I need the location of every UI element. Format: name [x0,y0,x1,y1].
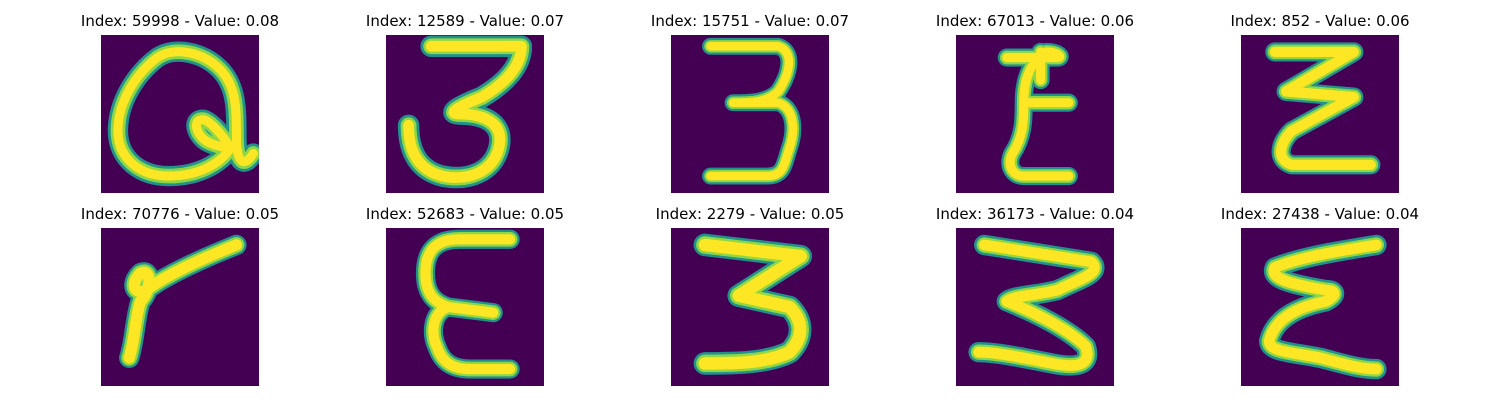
panel-title: Index: 27438 - Value: 0.04 [1220,205,1420,223]
digit-glyph-three-narrow [702,37,802,185]
digit-image [956,228,1114,386]
panel-1: Index: 59998 - Value: 0.08 [30,12,330,202]
digit-image [386,228,544,386]
panel-8: Index: 2279 - Value: 0.05 [600,205,900,395]
digit-glyph-three-bold [693,233,813,375]
digit-glyph-three-wide [968,234,1105,376]
panel-title: Index: 12589 - Value: 0.07 [365,12,565,30]
panel-title: Index: 852 - Value: 0.06 [1230,12,1410,30]
digit-glyph-z-epsilon [1259,234,1387,380]
panel-title: Index: 67013 - Value: 0.06 [935,12,1135,30]
panel-2: Index: 12589 - Value: 0.07 [315,12,615,202]
panel-title: Index: 15751 - Value: 0.07 [650,12,850,30]
digit-glyph-epsilon [415,229,520,379]
panel-4: Index: 67013 - Value: 0.06 [885,12,1185,202]
digit-glyph-seven-bent [119,234,247,368]
digit-glyph-z-slash [997,42,1078,186]
digit-image [1241,228,1399,386]
panel-title: Index: 2279 - Value: 0.05 [655,205,845,223]
panel-title: Index: 36173 - Value: 0.04 [935,205,1135,223]
panel-title: Index: 59998 - Value: 0.08 [80,12,280,30]
digit-image [956,35,1114,193]
digit-image [671,35,829,193]
panel-6: Index: 70776 - Value: 0.05 [30,205,330,395]
panel-9: Index: 36173 - Value: 0.04 [885,205,1185,395]
digit-glyph-z-zigzag [1265,42,1381,175]
digit-glyph-a-shape [107,41,259,187]
digit-image [101,35,259,193]
panel-5: Index: 852 - Value: 0.06 [1170,12,1470,202]
panel-title: Index: 70776 - Value: 0.05 [80,205,280,223]
digit-image [671,228,829,386]
digit-image [1241,35,1399,193]
panel-10: Index: 27438 - Value: 0.04 [1170,205,1470,395]
digit-glyph-three-open [397,35,533,189]
panel-7: Index: 52683 - Value: 0.05 [315,205,615,395]
panel-3: Index: 15751 - Value: 0.07 [600,12,900,202]
digit-image [101,228,259,386]
panel-title: Index: 52683 - Value: 0.05 [365,205,565,223]
digit-image [386,35,544,193]
